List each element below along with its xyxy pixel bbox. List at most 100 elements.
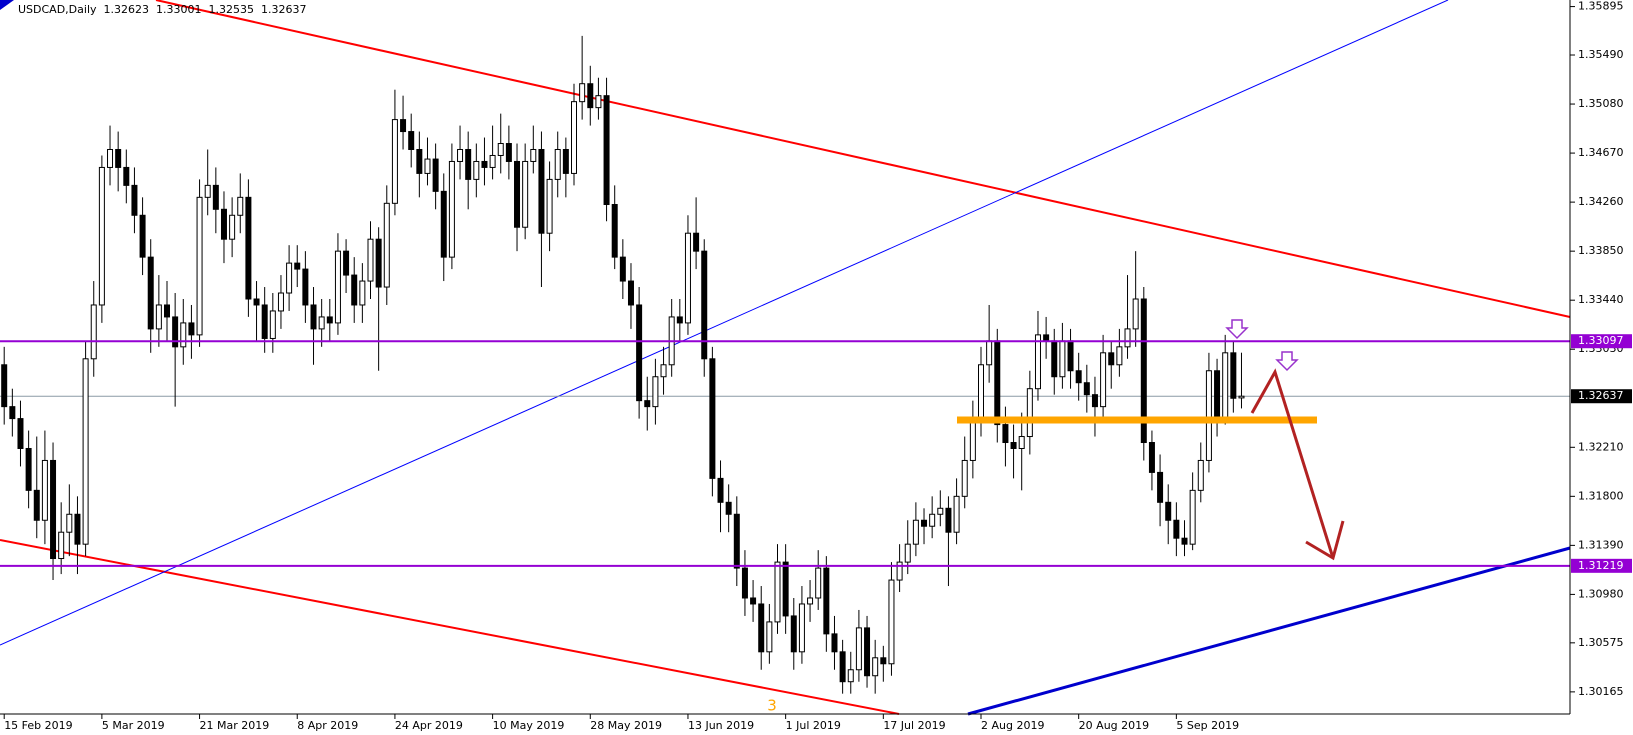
- candle-body: [1067, 340, 1074, 372]
- candle-body: [929, 513, 936, 527]
- y-tick-label: 1.31800: [1578, 489, 1624, 502]
- candle-body: [994, 340, 1001, 426]
- candle-body: [1230, 352, 1237, 399]
- y-tick-label: 1.30575: [1578, 636, 1624, 649]
- candle-body: [172, 316, 179, 348]
- candle-body: [98, 166, 105, 306]
- candle-body: [709, 358, 716, 479]
- candle-body: [888, 579, 895, 665]
- candle-body: [872, 657, 879, 677]
- candles: [1, 35, 1245, 694]
- candle-body: [1173, 519, 1180, 539]
- header-ohlc: 1.32623: [104, 3, 150, 16]
- y-tick-label: 1.32210: [1578, 440, 1624, 453]
- x-tick-label: 20 Aug 2019: [1079, 719, 1149, 732]
- x-tick-label: 1 Jul 2019: [786, 719, 841, 732]
- arrow-head: [1305, 520, 1345, 561]
- header-ohlc: 1.32535: [209, 3, 255, 16]
- candle-body: [676, 316, 683, 324]
- candle-body: [1002, 424, 1009, 444]
- candle-body: [310, 304, 317, 330]
- candle-body: [603, 95, 610, 206]
- candle-body: [50, 459, 57, 560]
- x-tick-label: 13 Jun 2019: [688, 719, 754, 732]
- candle-body: [1222, 352, 1229, 420]
- x-tick-label: 8 Apr 2019: [297, 719, 358, 732]
- candle-body: [424, 158, 431, 174]
- y-tick-label: 1.35490: [1578, 48, 1624, 61]
- candle-body: [229, 214, 236, 240]
- candle-body: [82, 358, 89, 545]
- candle-body: [400, 119, 407, 133]
- candle-body: [391, 119, 398, 204]
- candle-body: [1214, 370, 1221, 420]
- candle-body: [123, 166, 130, 186]
- candle-body: [1051, 340, 1058, 378]
- candle-body: [750, 597, 757, 605]
- candle-body: [1132, 298, 1139, 330]
- candle-body: [375, 238, 382, 288]
- y-tick-label: 1.34670: [1578, 146, 1624, 159]
- down-arrow-marker: [1275, 351, 1299, 372]
- header-ohlc: 1.32637: [261, 3, 307, 16]
- candle-body: [1124, 328, 1131, 348]
- candle-body: [408, 131, 415, 150]
- x-tick-label: 17 Jul 2019: [883, 719, 945, 732]
- candle-body: [660, 364, 667, 378]
- candle-body: [9, 406, 16, 420]
- candle-body: [318, 316, 325, 330]
- candle-body: [831, 633, 838, 653]
- candle-body: [416, 148, 423, 174]
- candle-body: [538, 148, 545, 234]
- candle-body: [847, 669, 854, 683]
- candle-body: [326, 316, 333, 324]
- candle-body: [701, 250, 708, 360]
- channel-trendline: [0, 539, 900, 715]
- price-label: 1.32637: [1578, 389, 1624, 402]
- x-tick-label: 24 Apr 2019: [395, 719, 463, 732]
- candle-body: [115, 148, 122, 168]
- projection-arrow: [1250, 368, 1335, 559]
- candle-body: [644, 400, 651, 408]
- candle-body: [1, 364, 8, 408]
- symbol-title: USDCAD,Daily: [18, 3, 97, 16]
- candle-body: [579, 83, 586, 103]
- y-tick-label: 1.35080: [1578, 97, 1624, 110]
- resistance-trendline: [155, 0, 1571, 318]
- candle-body: [1075, 370, 1082, 384]
- candle-body: [41, 459, 48, 521]
- candle-body: [652, 376, 659, 408]
- candle-body: [294, 262, 301, 270]
- candle-body: [383, 202, 390, 288]
- candle-body: [465, 148, 472, 180]
- candle-body: [766, 621, 773, 653]
- candle-body: [473, 160, 480, 180]
- candle-body: [546, 178, 553, 234]
- candle-body: [798, 603, 805, 653]
- candle-body: [864, 627, 871, 677]
- candle-body: [953, 495, 960, 533]
- drawings: [0, 0, 1571, 716]
- candle-body: [1091, 394, 1098, 408]
- price-label: 1.31219: [1578, 559, 1624, 572]
- candle-body: [188, 322, 195, 336]
- candle-body: [725, 501, 732, 515]
- candle-body: [896, 561, 903, 581]
- candle-body: [343, 250, 350, 276]
- x-tick-label: 5 Sep 2019: [1176, 719, 1239, 732]
- y-tick-label: 1.30980: [1578, 587, 1624, 600]
- y-tick-label: 1.33850: [1578, 244, 1624, 257]
- candle-body: [815, 567, 822, 599]
- candle-body: [58, 531, 65, 560]
- candle-body: [855, 627, 862, 671]
- candle-body: [90, 304, 97, 360]
- x-tick-label: 5 Mar 2019: [102, 719, 165, 732]
- candle-body: [945, 507, 952, 533]
- candle-body: [220, 208, 227, 240]
- candle-body: [937, 507, 944, 515]
- candle-body: [66, 513, 73, 533]
- candle-body: [1157, 471, 1164, 503]
- candle-body: [253, 298, 260, 306]
- price-label-box: [1571, 389, 1632, 404]
